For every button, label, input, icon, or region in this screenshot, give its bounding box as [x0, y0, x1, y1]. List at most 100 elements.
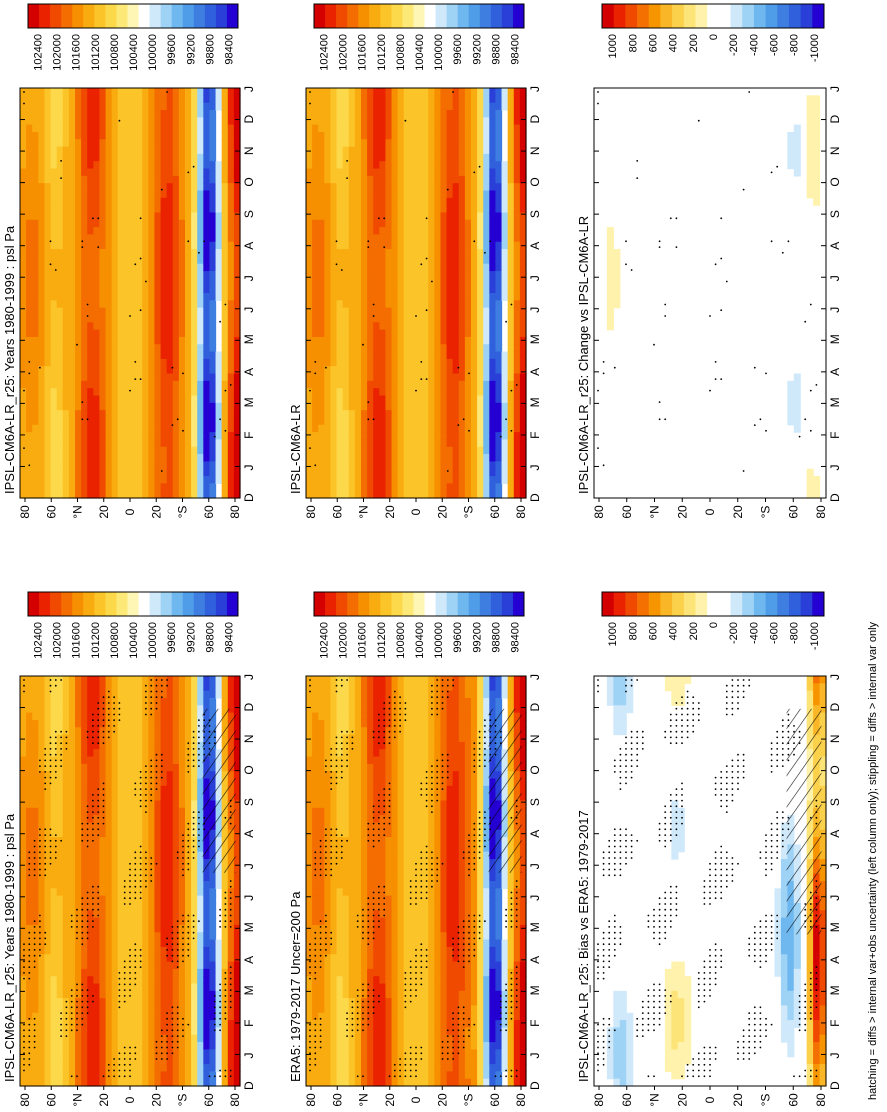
panel-3-month-label: J	[528, 307, 542, 313]
panel-3-colorbar-tick: 98800	[490, 34, 502, 65]
panel-1-colorbar-tick: 98400	[223, 34, 235, 65]
panel-1-lat-label: °S	[176, 506, 190, 519]
panel-1-colorbar-swatch	[149, 4, 162, 28]
panel-1-colorbar-tick: 100400	[128, 34, 140, 71]
panel-2-lat-ticks: 80 60 °N 20 0 20 °S 60 80	[304, 1086, 528, 1107]
panel-1: D J F M A M J J A S O N D J 80 60 °N 20 0 20 °S 60 80 IPSL-CM…	[2, 3, 256, 519]
panel-2-month-label: D	[528, 703, 542, 712]
panel-4-colorbar-swatch	[777, 592, 790, 616]
panel-1-month-label: D	[242, 115, 256, 124]
panel-4-stippling	[597, 679, 818, 1078]
panel-0-month-label: M	[242, 985, 256, 995]
panel-4-colorbar-swatch	[695, 592, 708, 616]
panel-5-month-label: D	[828, 493, 842, 502]
panel-2-colorbar-swatch	[336, 592, 348, 616]
panel-5-colorbar-swatch	[742, 4, 755, 28]
panel-3-colorbar-swatch	[446, 4, 459, 28]
panel-3-colorbar-swatch	[347, 4, 359, 28]
panel-1-month-label: M	[242, 397, 256, 407]
panel-2-month-label: O	[528, 765, 542, 774]
panel-5-colorbar-swatch	[695, 4, 708, 28]
panel-2-lat-label: 60	[488, 1093, 502, 1107]
panel-2-lat-label: 80	[514, 1093, 528, 1107]
panel-5-lat-label: 60	[786, 505, 800, 519]
panel-3-colorbar-swatch	[490, 4, 503, 28]
panel-5-colorbar-swatch	[788, 4, 802, 28]
panel-3-lat-label: 20	[383, 505, 397, 519]
panel-3-colorbar-tick: 99200	[471, 34, 483, 65]
panel-2-colorbar-swatch	[424, 592, 436, 616]
panel-3-colorbar-swatch	[468, 4, 481, 28]
panel-3-colorbar-swatch	[402, 4, 414, 28]
panel-1-month-label: N	[242, 146, 256, 155]
panel-1-lat-label: 80	[228, 505, 242, 519]
panel-2-month-ticks: D J F M A M J J A S O N D J	[306, 674, 542, 1090]
panel-1-month-label: A	[242, 368, 256, 376]
panel-3-month-label: J	[528, 86, 542, 92]
panel-0-colorbar-tick: 98800	[204, 622, 216, 653]
panel-0-lat-label: 80	[18, 1093, 32, 1107]
panel-2-month-label: F	[528, 1020, 542, 1027]
panel-0-lat-label: 80	[228, 1093, 242, 1107]
panel-3-colorbar-tick: 102000	[338, 34, 350, 71]
panel-2-colorbar-swatch	[457, 592, 470, 616]
panel-5-lat-label: °N	[648, 505, 662, 518]
panel-3-lat-label: 20	[435, 505, 449, 519]
panel-2-colorbar-tick: 102400	[319, 622, 331, 659]
panel-5-colorbar-tick: -1000	[809, 34, 821, 62]
panel-1-colorbar-tick: 101200	[90, 34, 102, 71]
panel-3-month-label: S	[528, 210, 542, 218]
panel-3-colorbar-swatch	[391, 4, 403, 28]
panel-1-month-label: O	[242, 177, 256, 186]
panel-2-lat-label: °S	[462, 1094, 476, 1107]
panel-5-lat-ticks: 80 60 °N 20 0 20 °S 60 80	[592, 498, 828, 519]
panel-0-colorbar-swatch	[105, 592, 117, 616]
panel-1-title: IPSL-CM6A-LR_r25: Years 1980-1999 : psl …	[2, 225, 17, 494]
panel-5-colorbar-swatch	[683, 4, 696, 28]
panel-1-colorbar-tick: 100800	[109, 34, 121, 71]
panel-5-month-label: A	[828, 242, 842, 250]
panel-0-lat-label: °N	[71, 1093, 85, 1106]
panel-2-colorbar-swatch	[402, 592, 414, 616]
panel-2-colorbar-swatch	[413, 592, 425, 616]
panel-4-colorbar-tick: 1000	[607, 622, 619, 646]
panel-1-lat-label: 20	[97, 505, 111, 519]
panel-2-lat-label: 60	[330, 1093, 344, 1107]
panel-1-colorbar-swatch	[105, 4, 117, 28]
panel-1-lat-label: 60	[44, 505, 58, 519]
panel-0-colorbar-swatch	[50, 592, 62, 616]
panel-0-lat-label: 60	[202, 1093, 216, 1107]
panel-1-lat-label: 20	[149, 505, 163, 519]
panel-1-colorbar-tick: 99200	[185, 34, 197, 65]
panel-3-colorbar-swatch	[369, 4, 381, 28]
panel-4-lat-label: 20	[675, 1093, 689, 1107]
panel-1-lat-label: 80	[18, 505, 32, 519]
panel-3-colorbar-tick: 99600	[452, 34, 464, 65]
panel-3-colorbar-tick: 98400	[509, 34, 521, 65]
panel-5-lat-label: 80	[814, 505, 828, 519]
panel-0-month-label: A	[242, 956, 256, 964]
panel-0-month-label: A	[242, 830, 256, 838]
panel-5-colorbar-tick: -800	[789, 34, 801, 56]
panel-3-colorbar-tick: 100800	[395, 34, 407, 71]
panel-5-stippling	[597, 91, 818, 472]
panel-0-month-label: D	[242, 1081, 256, 1090]
panel-3-colorbar-swatch	[479, 4, 492, 28]
panel-0-colorbar-swatch	[149, 592, 162, 616]
panel-4-lat-label: 60	[786, 1093, 800, 1107]
panel-4-colorbar-swatch	[672, 592, 685, 616]
panel-4-month-label: A	[828, 956, 842, 964]
panel-5-title: IPSL-CM6A-LR_r25: Change vs IPSL-CM6A-LR	[576, 216, 591, 494]
panel-1-colorbar-tick: 102000	[52, 34, 64, 71]
panel-5-colorbar-swatch	[753, 4, 766, 28]
panel-0-colorbar-swatch	[204, 592, 217, 616]
panel-3-month-label: J	[528, 275, 542, 281]
panel-5-colorbar-swatch	[800, 4, 813, 28]
panel-5-colorbar-tick: 200	[688, 34, 700, 52]
panel-4-lat-label: °S	[759, 1094, 773, 1107]
panel-4-lat-label: 0	[703, 1096, 717, 1103]
panel-3-month-ticks: D J F M A M J J A S O N D J	[306, 86, 542, 502]
panel-5-colorbar-tick: 400	[668, 34, 680, 52]
panel-3-month-label: F	[528, 432, 542, 439]
panel-2-colorbar-tick: 101600	[357, 622, 369, 659]
